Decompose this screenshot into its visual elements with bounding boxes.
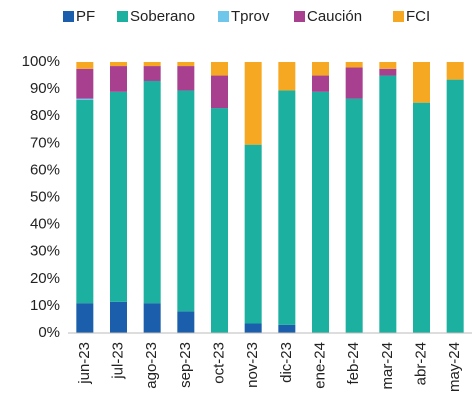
legend-swatch	[63, 11, 74, 22]
bar-segment	[312, 62, 329, 76]
bar-segment	[244, 144, 262, 324]
bar-segment	[446, 79, 464, 334]
bar-segment	[76, 62, 94, 69]
legend-swatch	[117, 11, 128, 22]
y-tick-label: 90%	[30, 80, 60, 97]
y-tick-label: 50%	[30, 188, 60, 205]
legend-swatch	[294, 11, 305, 22]
legend-swatch	[393, 11, 404, 22]
bar-segment	[413, 62, 430, 103]
bar-segment	[413, 102, 430, 334]
legend-swatch	[218, 11, 229, 22]
bar-segment	[379, 62, 397, 69]
bar-segment	[143, 62, 161, 67]
bar-segment	[110, 301, 127, 333]
x-tick-label: abr-24	[412, 342, 429, 385]
bar-segment	[143, 80, 161, 304]
bar-segment	[211, 62, 228, 76]
bar-segment	[446, 62, 464, 80]
x-tick-label: ago-23	[143, 342, 160, 389]
x-tick-label: jul-23	[109, 342, 126, 380]
bar-segment	[143, 66, 161, 81]
x-tick-label: oct-23	[210, 342, 227, 384]
bar-segment	[143, 303, 161, 333]
bar-segment	[345, 67, 363, 99]
legend-label: Tprov	[231, 8, 270, 25]
bar-segment	[76, 68, 94, 99]
bar-segment	[312, 75, 329, 92]
bar-segment	[278, 90, 296, 325]
x-tick-label: mar-24	[379, 342, 396, 390]
bar-segment	[110, 91, 127, 302]
x-tick-label: nov-23	[244, 342, 261, 388]
bar-segment	[211, 75, 228, 109]
bar-segment	[177, 311, 195, 333]
y-tick-label: 100%	[22, 53, 60, 70]
bar-segment	[312, 91, 329, 333]
x-tick-label: jun-23	[76, 342, 93, 385]
legend-label: Caución	[307, 8, 362, 25]
x-tick-label: sep-23	[177, 342, 194, 388]
y-tick-label: 70%	[30, 134, 60, 151]
y-tick-label: 40%	[30, 216, 60, 233]
bar-segment	[345, 98, 363, 334]
bar-segment	[379, 75, 397, 334]
y-tick-label: 0%	[38, 324, 60, 341]
bar-segment	[76, 99, 94, 304]
bar-segment	[211, 108, 228, 333]
bar-segment	[345, 62, 363, 68]
bar-segment	[177, 62, 195, 67]
bar-segment	[76, 303, 94, 333]
y-tick-label: 30%	[30, 243, 60, 260]
x-tick-label: may-24	[446, 342, 463, 392]
y-tick-label: 80%	[30, 107, 60, 124]
bar-segment	[177, 90, 195, 312]
x-tick-label: feb-24	[345, 342, 362, 385]
bar-segment	[244, 323, 262, 333]
legend-label: FCI	[406, 8, 430, 25]
x-tick-label: ene-24	[311, 342, 328, 389]
bar-segment	[244, 62, 262, 145]
y-tick-label: 60%	[30, 161, 60, 178]
legend-label: Soberano	[130, 8, 195, 25]
legend-label: PF	[76, 8, 95, 25]
bar-segment	[278, 324, 296, 333]
bar-segment	[76, 98, 94, 100]
bar-segment	[110, 62, 127, 67]
bar-segment	[110, 66, 127, 92]
bar-segment	[278, 62, 296, 91]
bar-segment	[379, 68, 397, 76]
bar-segment	[177, 66, 195, 91]
y-tick-label: 10%	[30, 297, 60, 314]
y-tick-label: 20%	[30, 270, 60, 287]
x-tick-label: dic-23	[278, 342, 295, 383]
